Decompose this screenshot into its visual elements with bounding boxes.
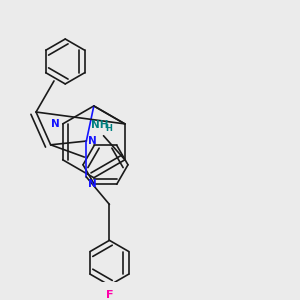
Text: H: H <box>105 124 112 133</box>
Text: NH: NH <box>91 119 109 130</box>
Text: N: N <box>52 119 60 129</box>
Text: F: F <box>106 290 113 300</box>
Text: N: N <box>88 136 97 146</box>
Text: N: N <box>88 179 97 189</box>
